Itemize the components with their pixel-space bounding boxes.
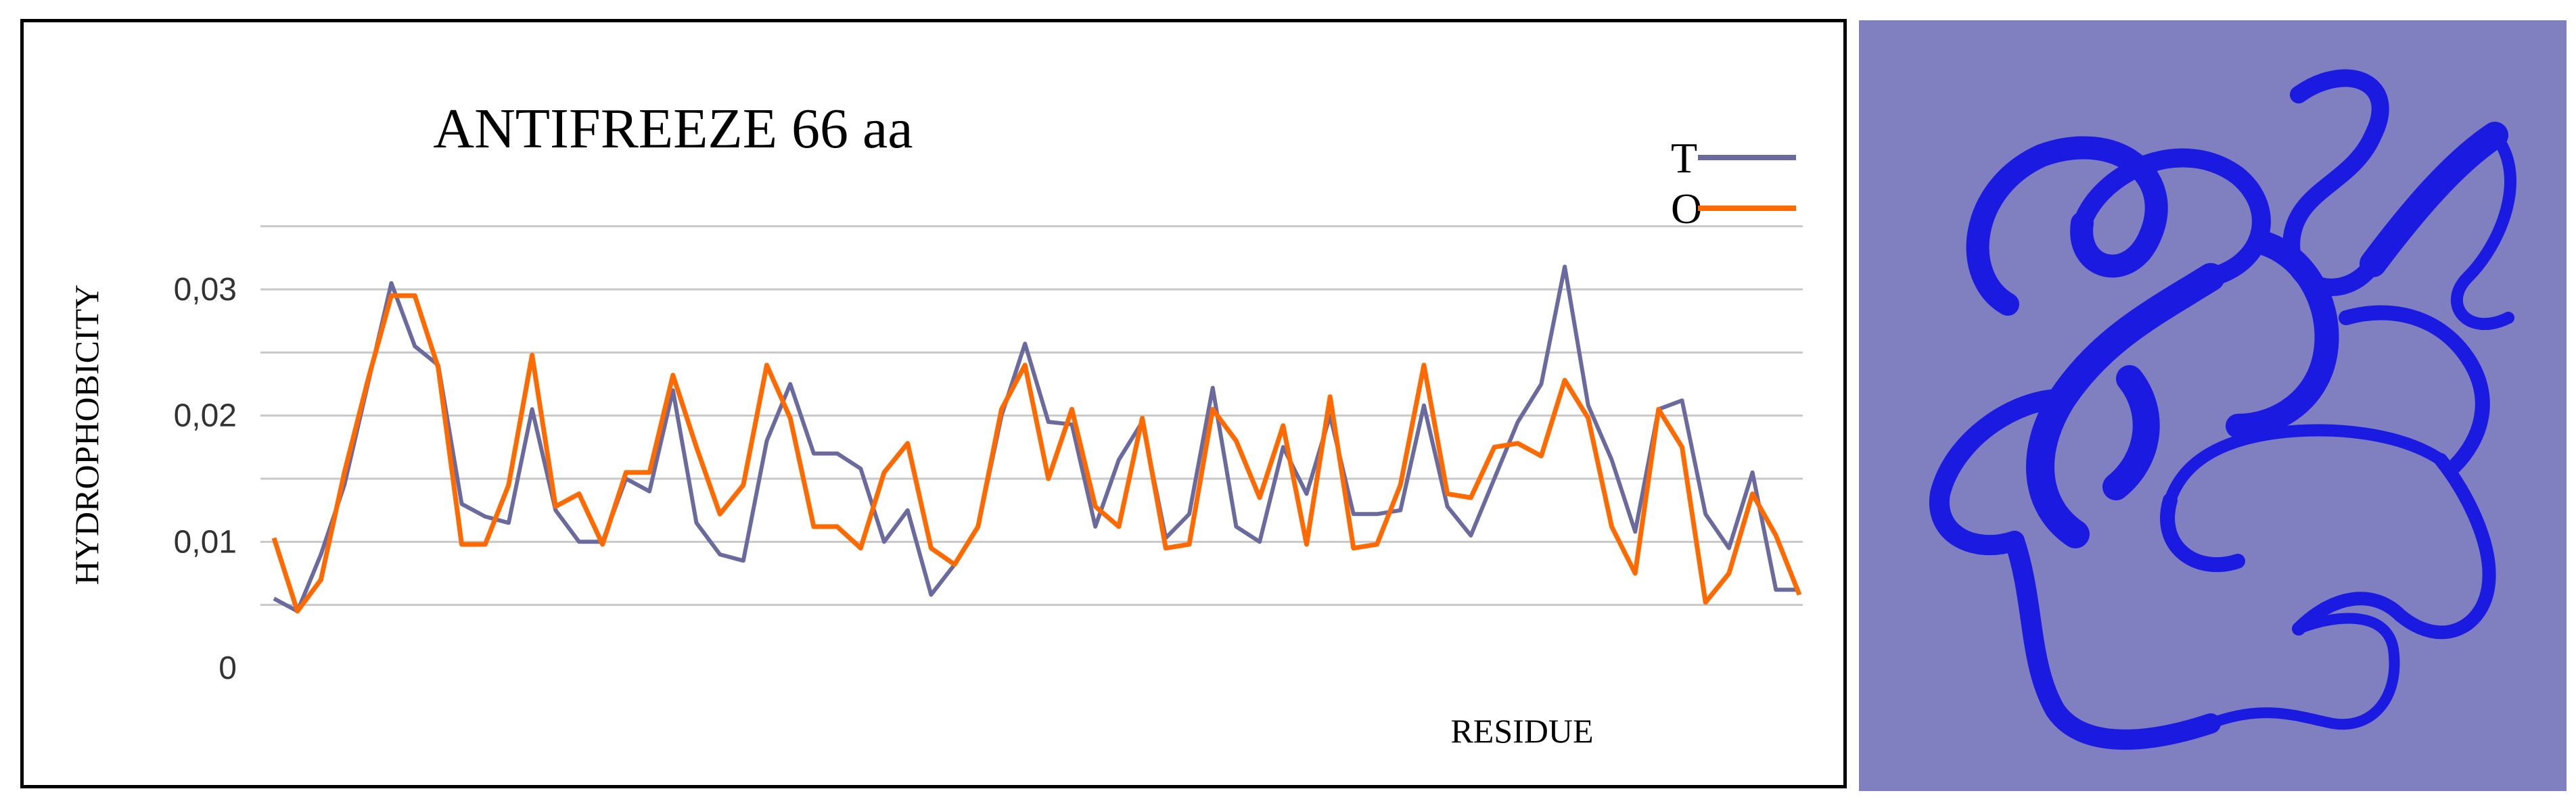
chart-legend: T O <box>1671 134 1796 233</box>
protein-structure-image <box>1859 20 2567 791</box>
y-tick-label: 0 <box>218 650 237 686</box>
y-tick-labels: 0 0,01 0,02 0,03 <box>174 272 237 686</box>
legend-label-t: T <box>1671 134 1697 182</box>
y-tick-label: 0,01 <box>174 524 237 560</box>
protein-ribbon-illustration <box>1929 69 2516 750</box>
y-tick-label: 0,02 <box>174 398 237 434</box>
series-line-t <box>273 264 1799 613</box>
hydrophobicity-chart-panel: 0 0,01 0,02 0,03 ANTIFREEZE 66 aa T O HYDRO… <box>20 19 1847 788</box>
y-tick-label: 0,03 <box>174 272 237 308</box>
grid-lines <box>260 225 1803 606</box>
series-line-o <box>271 293 1802 614</box>
y-axis-title: HYDROPHOBICITY <box>68 285 106 585</box>
series-lines <box>271 264 1802 614</box>
legend-label-o: O <box>1671 185 1702 233</box>
chart-title: ANTIFREEZE 66 aa <box>433 97 913 160</box>
x-axis-title: RESIDUE <box>1450 712 1593 750</box>
hydrophobicity-chart: 0 0,01 0,02 0,03 ANTIFREEZE 66 aa T O HYDRO… <box>68 97 1803 750</box>
